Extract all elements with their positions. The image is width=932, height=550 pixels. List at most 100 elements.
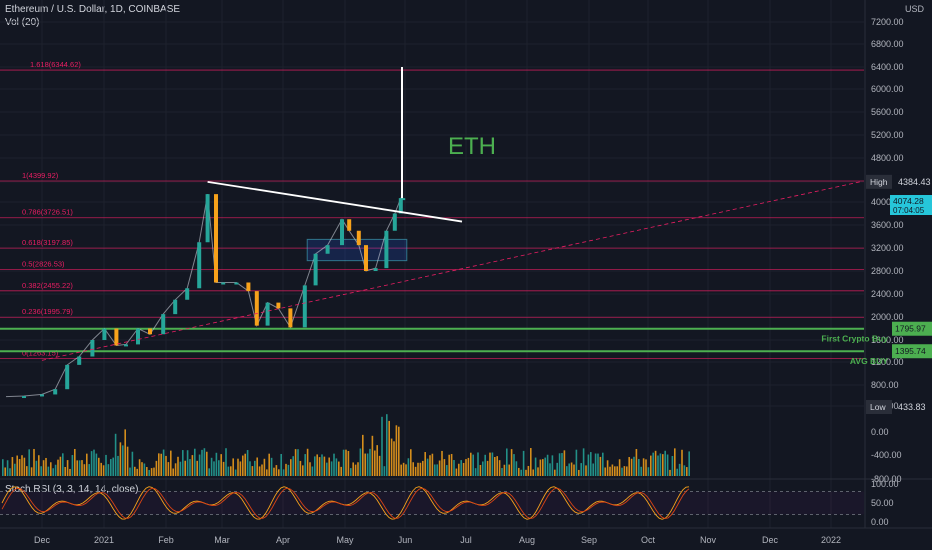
volume-bar — [520, 469, 522, 476]
current-price: 4074.28 — [893, 196, 924, 206]
volume-bar — [590, 452, 592, 476]
price-candle — [340, 219, 344, 246]
volume-bar — [90, 451, 93, 476]
high-tag: High — [870, 177, 888, 187]
volume-bar — [117, 455, 119, 476]
volume-bar — [335, 458, 338, 476]
volume-bar — [131, 451, 134, 476]
volume-bar — [424, 452, 426, 476]
volume-bar — [676, 468, 678, 476]
volume-bar — [638, 458, 640, 476]
price-candle — [197, 242, 202, 289]
time-tick: 2022 — [821, 535, 841, 545]
stoch-band — [0, 491, 864, 515]
volume-bar — [210, 457, 213, 476]
time-tick: Jul — [460, 535, 472, 545]
volume-bar — [621, 467, 623, 476]
volume-bar — [208, 468, 210, 476]
volume-bar — [107, 464, 110, 476]
volume-bar — [364, 453, 366, 476]
volume-bar — [446, 465, 448, 476]
volume-bar — [11, 457, 14, 476]
fib-label: 0.786(3726.51) — [22, 208, 73, 217]
price-axis[interactable]: 7200.00 6800.00 6400.00 6000.00 5600.00 5200.… — [864, 0, 904, 528]
volume-bar — [398, 426, 400, 476]
volume-bar — [412, 462, 414, 476]
stoch-k-line — [1, 486, 690, 520]
volume-bar — [558, 453, 561, 476]
volume-bar — [126, 446, 129, 476]
volume-bar — [146, 466, 148, 476]
volume-bar — [472, 454, 474, 476]
price-tick: 4000.00 — [871, 197, 904, 207]
volume-bar — [592, 463, 594, 476]
volume-bar — [642, 458, 645, 476]
volume-bar — [467, 457, 470, 476]
volume-bar — [525, 469, 527, 476]
volume-bar — [681, 449, 683, 476]
price-tick: 800.00 — [871, 380, 899, 390]
volume-bar — [530, 448, 532, 476]
price-candle — [265, 302, 270, 326]
volume-bar — [54, 464, 57, 476]
volume-bar — [299, 460, 302, 476]
time-tick: May — [336, 535, 354, 545]
volume-bar — [6, 460, 9, 476]
volume-bar — [537, 467, 539, 476]
volume-bar — [390, 438, 393, 476]
volume-bar — [172, 468, 174, 476]
volume-bar — [18, 459, 21, 476]
fib-label: 0.236(1995.79) — [22, 307, 73, 316]
time-tick: Nov — [700, 535, 717, 545]
volume-bar — [268, 453, 270, 476]
volume-bar — [14, 463, 16, 476]
volume-bar — [100, 462, 102, 476]
volume-bar — [184, 460, 186, 476]
time-tick: 2021 — [94, 535, 114, 545]
current-price-bg — [890, 195, 932, 215]
volume-bar — [158, 453, 160, 476]
volume-bar — [16, 455, 18, 476]
price-tick: 3200.00 — [871, 243, 904, 253]
volume-bar — [323, 456, 326, 476]
price-tick: 5200.00 — [871, 130, 904, 140]
volume-bar — [657, 455, 659, 476]
volume-bar — [371, 435, 374, 476]
volume-bar — [287, 464, 290, 476]
fib-label: 0.618(3197.85) — [22, 238, 73, 247]
volume-bar — [45, 457, 47, 476]
volume-bar — [419, 462, 422, 476]
volume-bar — [628, 457, 630, 476]
symbol-title: Ethereum / U.S. Dollar, 1D, COINBASE — [5, 4, 181, 15]
price-tick: 3600.00 — [871, 220, 904, 230]
volume-bar — [86, 453, 88, 476]
volume-bar — [443, 459, 446, 476]
volume-bar — [150, 468, 153, 476]
volume-bar — [611, 464, 614, 476]
volume-bar — [652, 452, 654, 476]
fib-label: 1(4399.92) — [22, 171, 59, 180]
time-axis[interactable]: Dec 2021 Feb Mar Apr May Jun Jul Aug Sep Oct Nov Dec… — [0, 527, 932, 545]
low-tag-bg — [866, 400, 892, 414]
volume-bar — [179, 461, 182, 476]
volume-bar — [28, 449, 30, 476]
volume-bar — [2, 459, 4, 476]
volume-bar — [309, 462, 311, 476]
low-value: 433.83 — [898, 402, 926, 412]
volume-bar — [69, 468, 71, 476]
price-candle — [276, 302, 281, 309]
volume-bar — [74, 448, 76, 476]
volume-bar — [232, 458, 234, 476]
grid — [0, 0, 864, 528]
time-tick: Sep — [581, 535, 597, 545]
volume-bar — [664, 450, 666, 476]
volume-bar — [95, 453, 98, 476]
volume-bars — [2, 414, 690, 476]
price-tick: 2800.00 — [871, 266, 904, 276]
volume-bar — [273, 467, 275, 476]
first-buy-label: First Crypto Buy — [821, 334, 888, 344]
price-candle — [302, 285, 307, 328]
volume-bar — [177, 456, 179, 476]
volume-bar — [388, 420, 390, 476]
